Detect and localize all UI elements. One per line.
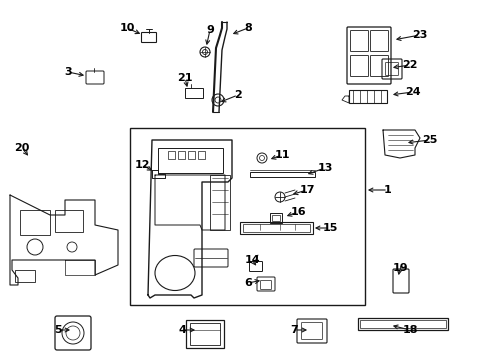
- Bar: [55, 210, 83, 232]
- Bar: [358, 318, 448, 330]
- Text: 8: 8: [244, 23, 252, 33]
- Bar: [188, 151, 195, 159]
- Bar: [168, 151, 175, 159]
- Text: 12: 12: [134, 160, 150, 170]
- Text: 5: 5: [54, 325, 62, 335]
- Text: 2: 2: [234, 90, 242, 100]
- Text: 11: 11: [274, 150, 290, 160]
- Text: 1: 1: [384, 185, 392, 195]
- Text: 21: 21: [177, 73, 193, 83]
- Text: 16: 16: [290, 207, 306, 217]
- Bar: [270, 213, 282, 223]
- Bar: [198, 151, 205, 159]
- Text: 25: 25: [422, 135, 438, 145]
- Text: 22: 22: [402, 60, 418, 70]
- Bar: [178, 151, 185, 159]
- Text: 4: 4: [178, 325, 186, 335]
- Text: 10: 10: [119, 23, 135, 33]
- Text: 13: 13: [318, 163, 333, 173]
- Bar: [190, 323, 220, 345]
- Text: 23: 23: [412, 30, 428, 40]
- Bar: [15, 270, 35, 282]
- Bar: [240, 222, 313, 234]
- Text: 9: 9: [206, 25, 214, 35]
- Text: 18: 18: [402, 325, 418, 335]
- Bar: [130, 128, 365, 305]
- Bar: [186, 320, 224, 348]
- Text: 15: 15: [322, 223, 338, 233]
- Bar: [158, 148, 223, 173]
- Bar: [20, 210, 50, 235]
- Text: 19: 19: [392, 263, 408, 273]
- Bar: [243, 224, 310, 232]
- Text: 3: 3: [64, 67, 72, 77]
- Text: 7: 7: [290, 325, 298, 335]
- Text: 17: 17: [299, 185, 315, 195]
- Bar: [349, 90, 387, 103]
- Bar: [210, 175, 230, 230]
- Text: 14: 14: [244, 255, 260, 265]
- Bar: [360, 320, 446, 328]
- Bar: [272, 215, 280, 221]
- Bar: [250, 172, 315, 177]
- Bar: [185, 88, 203, 98]
- Text: 6: 6: [244, 278, 252, 288]
- Text: 24: 24: [405, 87, 421, 97]
- Text: 20: 20: [14, 143, 30, 153]
